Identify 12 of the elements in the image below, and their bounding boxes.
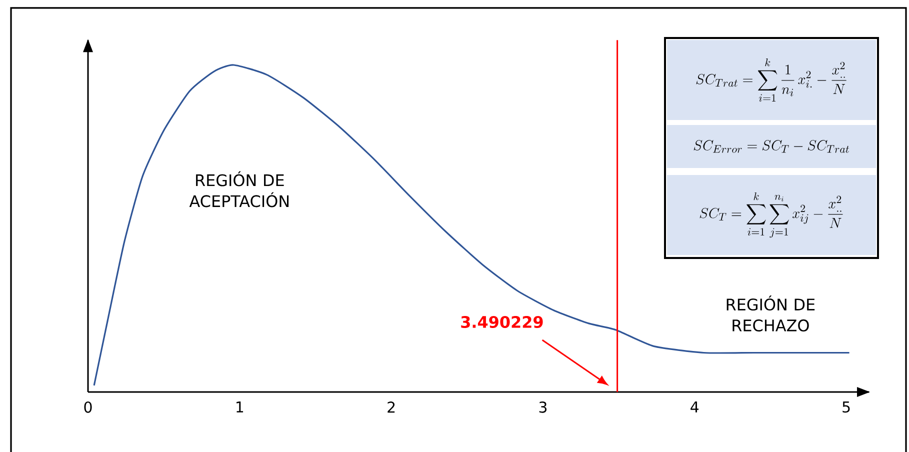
x-tick-label: 5 (842, 402, 850, 413)
annotation: REGIÓN DE RECHAZO (726, 296, 815, 332)
x-tick-label: 1 (236, 402, 244, 412)
ref-line-label: 3.490229 (461, 316, 543, 328)
annotation: $SC_{Trat}=\sum_{i=1}^{k}\frac{1}{n_i}\,x_{i.}^{2}-\frac{x_{..}^{2}}{N}$ (696, 58, 846, 102)
x-tick-label: 4 (690, 402, 699, 412)
annotation: REGIÓN DE ACEPTACIÓN (189, 171, 289, 208)
x-tick-label: 2 (388, 402, 395, 413)
x-tick-label: 3 (539, 402, 547, 413)
annotation: $SC_{Error}=SC_{T}-SC_{Trat}$ (694, 140, 850, 153)
x-tick-label: 0 (84, 402, 92, 413)
annotation: $SC_{T}=\sum_{i=1}^{k}\sum_{j=1}^{n_i}x_{ij}^{2}-\frac{x_{..}^{2}}{N}$ (700, 192, 843, 238)
